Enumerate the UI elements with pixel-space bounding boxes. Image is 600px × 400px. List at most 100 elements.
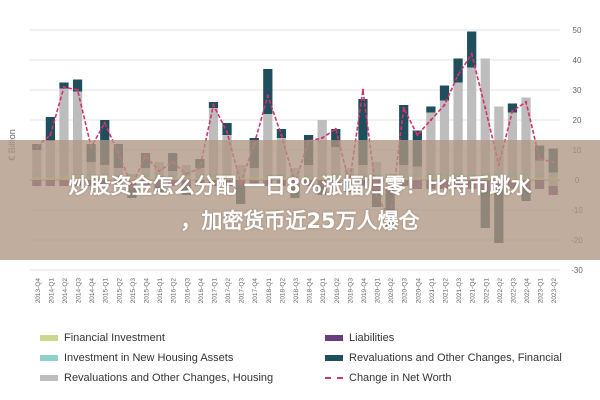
bar-revaluations-and-other-changes-housing bbox=[521, 97, 531, 173]
x-tick-label: 2020-Q1 bbox=[375, 278, 382, 304]
x-tick-label: 2023-Q1 bbox=[538, 278, 545, 304]
x-tick-label: 2016-Q3 bbox=[184, 278, 191, 304]
legend-swatch bbox=[325, 355, 343, 361]
bar-revaluations-and-other-changes-financial bbox=[263, 69, 273, 114]
y-tick-label: 50 bbox=[573, 26, 582, 35]
legend-item: Revaluations and Other Changes, Financia… bbox=[325, 352, 562, 364]
bar-revaluations-and-other-changes-financial bbox=[453, 58, 463, 83]
x-tick-label: 2016-Q2 bbox=[171, 278, 178, 304]
net-worth-point bbox=[524, 100, 528, 104]
net-worth-point bbox=[443, 103, 446, 107]
net-worth-point bbox=[320, 136, 324, 140]
legend-label: Investment in New Housing Assets bbox=[64, 352, 234, 364]
net-worth-point bbox=[456, 73, 460, 77]
x-tick-label: 2015-Q3 bbox=[130, 278, 137, 304]
net-worth-point bbox=[280, 133, 283, 137]
x-tick-label: 2018-Q4 bbox=[307, 278, 314, 304]
headline-overlay bbox=[0, 140, 600, 260]
legend-swatch bbox=[40, 355, 58, 361]
legend-label: Revaluations and Other Changes, Financia… bbox=[349, 352, 562, 364]
y-tick-label: 40 bbox=[573, 56, 582, 65]
x-tick-label: 2016-Q1 bbox=[157, 278, 164, 304]
legend-item: Change in Net Worth bbox=[325, 372, 452, 384]
x-tick-label: 2021-Q2 bbox=[442, 278, 449, 304]
x-tick-label: 2017-Q3 bbox=[239, 278, 246, 304]
x-tick-label: 2016-Q4 bbox=[198, 278, 205, 304]
x-tick-label: 2014-Q4 bbox=[89, 278, 96, 304]
bar-revaluations-and-other-changes-financial bbox=[45, 117, 56, 141]
bar-revaluations-and-other-changes-housing bbox=[494, 106, 504, 173]
x-tick-label: 2020-Q2 bbox=[388, 278, 395, 304]
x-tick-label: 2015-Q1 bbox=[103, 278, 110, 304]
x-tick-label: 2018-Q1 bbox=[266, 278, 273, 304]
x-tick-label: 2020-Q3 bbox=[402, 278, 409, 304]
net-worth-point bbox=[225, 130, 229, 134]
bar-revaluations-and-other-changes-financial bbox=[467, 31, 477, 68]
x-tick-label: 2022-Q2 bbox=[497, 278, 504, 304]
net-worth-point bbox=[416, 133, 419, 137]
bar-revaluations-and-other-changes-financial bbox=[426, 106, 436, 113]
x-tick-label: 2019-Q2 bbox=[334, 278, 341, 304]
x-tick-label: 2018-Q2 bbox=[279, 278, 286, 304]
net-worth-point bbox=[484, 106, 487, 110]
bar-revaluations-and-other-changes-financial bbox=[331, 129, 341, 147]
x-tick-label: 2014-Q2 bbox=[62, 278, 69, 304]
x-tick-label: 2019-Q3 bbox=[347, 278, 354, 304]
legend-item: Financial Investment bbox=[40, 332, 165, 344]
net-worth-point bbox=[266, 94, 270, 98]
x-tick-label: 2021-Q4 bbox=[470, 278, 477, 304]
net-worth-point bbox=[103, 121, 106, 125]
x-tick-label: 2021-Q1 bbox=[429, 278, 436, 304]
x-tick-label: 2022-Q4 bbox=[524, 278, 531, 304]
legend-swatch bbox=[40, 375, 58, 381]
headline-line-1: 炒股资金怎么分配 一日8%涨幅归零！比特币跳水 bbox=[68, 174, 532, 198]
x-tick-label: 2018-Q3 bbox=[293, 278, 300, 304]
x-tick-label: 2017-Q1 bbox=[211, 278, 218, 304]
net-worth-point bbox=[470, 52, 473, 56]
legend-item: Liabilities bbox=[325, 332, 394, 344]
y-tick-label: -30 bbox=[571, 266, 583, 275]
bar-revaluations-and-other-changes-financial bbox=[507, 103, 518, 113]
x-tick-label: 2017-Q4 bbox=[252, 278, 259, 304]
legend-item: Investment in New Housing Assets bbox=[40, 352, 233, 364]
net-worth-point bbox=[429, 118, 433, 122]
legend-label: Liabilities bbox=[349, 332, 395, 344]
net-worth-point bbox=[49, 133, 52, 137]
x-tick-label: 2022-Q3 bbox=[510, 278, 517, 304]
legend-swatch bbox=[325, 335, 343, 341]
x-tick-label: 2014-Q1 bbox=[48, 278, 55, 304]
x-tick-label: 2014-Q3 bbox=[76, 278, 83, 304]
y-tick-label: 20 bbox=[573, 116, 582, 125]
bar-revaluations-and-other-changes-housing bbox=[72, 91, 83, 173]
x-tick-label: 2017-Q2 bbox=[225, 278, 232, 304]
bar-revaluations-and-other-changes-financial bbox=[439, 85, 450, 101]
x-tick-label: 2015-Q2 bbox=[116, 278, 123, 304]
bar-revaluations-and-other-changes-financial bbox=[276, 129, 287, 138]
net-worth-point bbox=[76, 88, 79, 92]
x-tick-label: 2020-Q4 bbox=[415, 278, 422, 304]
net-worth-point bbox=[361, 88, 365, 92]
net-worth-point bbox=[212, 103, 215, 107]
net-worth-point bbox=[511, 109, 514, 113]
headline-line-2: ，加密货币近25万人爆仓 bbox=[180, 209, 420, 233]
bar-revaluations-and-other-changes-financial bbox=[358, 99, 368, 165]
legend-label: Financial Investment bbox=[64, 332, 165, 344]
bar-revaluations-and-other-changes-financial bbox=[72, 79, 83, 92]
x-tick-label: 2019-Q4 bbox=[361, 278, 368, 304]
legend-item: Revaluations and Other Changes, Housing bbox=[40, 372, 273, 384]
bar-revaluations-and-other-changes-financial bbox=[222, 123, 232, 135]
bar-revaluations-and-other-changes-financial bbox=[399, 105, 409, 165]
net-worth-point bbox=[402, 106, 405, 110]
x-tick-label: 2022-Q1 bbox=[483, 278, 490, 304]
x-tick-label: 2023-Q2 bbox=[551, 278, 558, 304]
net-worth-point bbox=[62, 85, 66, 89]
legend-swatch bbox=[40, 335, 58, 341]
x-tick-label: 2013-Q4 bbox=[35, 278, 42, 304]
x-tick-label: 2015-Q4 bbox=[144, 278, 151, 304]
bar-revaluations-and-other-changes-housing bbox=[439, 100, 450, 173]
x-tick-label: 2021-Q3 bbox=[456, 278, 463, 304]
bar-revaluations-and-other-changes-financial bbox=[59, 82, 69, 89]
bar-revaluations-and-other-changes-housing bbox=[467, 67, 477, 173]
legend-label: Change in Net Worth bbox=[349, 372, 452, 384]
legend-label: Revaluations and Other Changes, Housing bbox=[64, 372, 274, 384]
